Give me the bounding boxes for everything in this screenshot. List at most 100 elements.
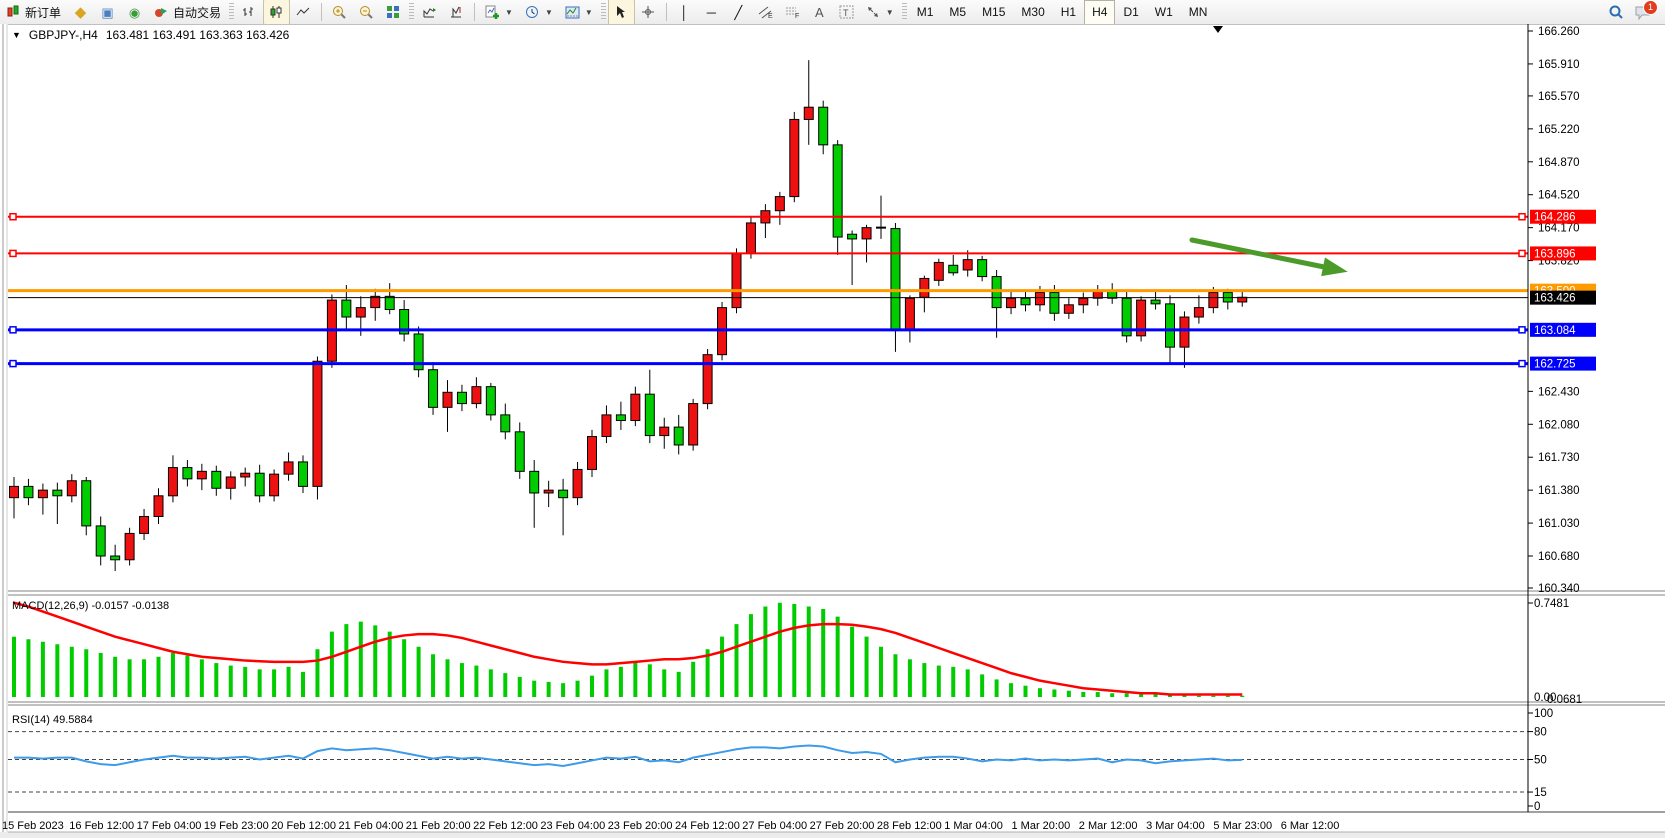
timeframe-m5[interactable]: M5 bbox=[949, 5, 967, 19]
timeframe-h1[interactable]: H1 bbox=[1060, 5, 1077, 19]
timeframe-m30[interactable]: M30 bbox=[1021, 5, 1045, 19]
period-clock-button[interactable]: ▼ bbox=[519, 0, 559, 25]
horizontal-line-tool-button[interactable]: ─ bbox=[698, 0, 725, 25]
signals-radar-icon: ◉ bbox=[128, 4, 141, 20]
equidistant-channel-icon: E bbox=[758, 5, 773, 19]
templates-button[interactable]: ▼ bbox=[559, 0, 599, 25]
auto-trading-label: 自动交易 bbox=[173, 5, 222, 20]
indicators-add-icon bbox=[485, 5, 500, 20]
svg-text:21 Feb 20:00: 21 Feb 20:00 bbox=[406, 820, 471, 832]
indicators-add-button[interactable]: ▼ bbox=[479, 0, 519, 25]
search-button[interactable] bbox=[1608, 4, 1624, 20]
svg-text:0: 0 bbox=[1534, 801, 1540, 813]
timeframe-m15[interactable]: M15 bbox=[982, 5, 1006, 19]
horizontal-line-icon: ─ bbox=[706, 4, 716, 20]
price-chart-svg[interactable]: 166.260 165.910 165.570 165.220 164.870 164.5… bbox=[0, 23, 1665, 838]
chart-window[interactable]: ▼ GBPJPY-,H4 163.481 163.491 163.363 163… bbox=[0, 23, 1665, 838]
tile-windows-button[interactable] bbox=[380, 0, 407, 25]
svg-text:162.725: 162.725 bbox=[1534, 359, 1576, 371]
svg-text:F: F bbox=[795, 13, 799, 19]
svg-text:160.340: 160.340 bbox=[1538, 583, 1580, 595]
svg-text:23 Feb 04:00: 23 Feb 04:00 bbox=[540, 820, 605, 832]
timeframe-mn[interactable]: MN bbox=[1188, 5, 1208, 19]
svg-text:165.220: 165.220 bbox=[1538, 124, 1580, 136]
svg-text:0.7481: 0.7481 bbox=[1534, 598, 1569, 610]
svg-text:23 Feb 20:00: 23 Feb 20:00 bbox=[608, 820, 673, 832]
zoom-in-button[interactable] bbox=[326, 0, 353, 25]
arrows-icon bbox=[866, 5, 881, 19]
new-order-button[interactable]: 新订单 bbox=[0, 0, 67, 25]
svg-text:100: 100 bbox=[1534, 708, 1553, 720]
rsi-panel bbox=[8, 731, 1528, 793]
svg-text:15: 15 bbox=[1534, 787, 1547, 799]
svg-text:16 Feb 12:00: 16 Feb 12:00 bbox=[69, 820, 134, 832]
terminal-window-button[interactable]: ▣ bbox=[94, 0, 121, 25]
terminal-window-icon: ▣ bbox=[101, 4, 114, 20]
timeframe-h4[interactable]: H4 bbox=[1084, 0, 1116, 25]
crosshair-tool-button[interactable] bbox=[635, 0, 662, 25]
period-clock-icon bbox=[525, 5, 540, 20]
text-label-icon: T bbox=[839, 5, 854, 19]
svg-text:5 Mar 23:00: 5 Mar 23:00 bbox=[1213, 820, 1272, 832]
symbol-title: GBPJPY-,H4 bbox=[28, 28, 98, 42]
svg-text:50: 50 bbox=[1534, 755, 1547, 767]
equidistant-channel-button[interactable]: E bbox=[752, 0, 779, 25]
svg-text:28 Feb 12:00: 28 Feb 12:00 bbox=[877, 820, 942, 832]
macd-label: MACD(12,26,9) -0.0157 -0.0138 bbox=[12, 600, 170, 612]
fibonacci-tool-button[interactable]: F bbox=[779, 0, 806, 25]
text-label-tool-button[interactable]: T bbox=[833, 0, 860, 25]
svg-text:27 Feb 20:00: 27 Feb 20:00 bbox=[810, 820, 875, 832]
price-axis: 166.260 165.910 165.570 165.220 164.870 164.5… bbox=[1528, 26, 1596, 813]
cursor-tool-button[interactable] bbox=[607, 0, 635, 25]
svg-text:0.00: 0.00 bbox=[1534, 692, 1556, 704]
search-icon bbox=[1609, 5, 1623, 19]
main-toolbar: 新订单 ◆ ▣ ◉ 自动交易 ▼ ▼ ▼ │ ─ ╱ E F A T ▼ bbox=[0, 0, 1665, 25]
svg-text:17 Feb 04:00: 17 Feb 04:00 bbox=[137, 820, 202, 832]
arrows-dropdown-caret: ▼ bbox=[885, 7, 894, 17]
svg-text:1 Mar 04:00: 1 Mar 04:00 bbox=[944, 820, 1003, 832]
svg-text:E: E bbox=[768, 13, 773, 19]
arrows-tool-button[interactable]: ▼ bbox=[860, 0, 900, 25]
chart-shift-button[interactable] bbox=[416, 0, 443, 25]
auto-trading-icon bbox=[154, 6, 169, 19]
chart-autoscroll-button[interactable] bbox=[443, 0, 470, 25]
timeframe-d1[interactable]: D1 bbox=[1123, 5, 1139, 19]
text-tool-button[interactable]: A bbox=[806, 0, 833, 25]
crosshair-icon bbox=[641, 5, 656, 19]
text-icon: A bbox=[814, 4, 824, 20]
svg-text:24 Feb 12:00: 24 Feb 12:00 bbox=[675, 820, 740, 832]
templates-dropdown-caret: ▼ bbox=[584, 7, 593, 17]
bar-chart-button[interactable] bbox=[236, 0, 263, 25]
trend-arrow bbox=[1189, 237, 1348, 277]
chart-title: ▼ GBPJPY-,H4 163.481 163.491 163.363 163… bbox=[12, 28, 289, 42]
notifications-button[interactable]: 1 bbox=[1634, 0, 1658, 20]
zoom-out-button[interactable] bbox=[353, 0, 380, 25]
symbol-collapse-caret-icon[interactable]: ▼ bbox=[12, 30, 21, 40]
svg-text:2 Mar 12:00: 2 Mar 12:00 bbox=[1079, 820, 1138, 832]
candlestick-chart-icon bbox=[269, 5, 284, 19]
svg-text:163.084: 163.084 bbox=[1534, 325, 1576, 337]
line-chart-button[interactable] bbox=[290, 0, 317, 25]
timeframe-m1[interactable]: M1 bbox=[916, 5, 934, 19]
market-seal-button[interactable]: ◆ bbox=[67, 0, 94, 25]
svg-text:162.080: 162.080 bbox=[1538, 419, 1580, 431]
trendline-tool-button[interactable]: ╱ bbox=[725, 0, 752, 25]
notification-badge: 1 bbox=[1643, 0, 1658, 15]
macd-panel bbox=[12, 601, 1245, 697]
vertical-line-tool-button[interactable]: │ bbox=[671, 0, 698, 25]
auto-trading-button[interactable]: 自动交易 bbox=[148, 0, 227, 25]
svg-text:161.730: 161.730 bbox=[1538, 452, 1580, 464]
svg-text:164.170: 164.170 bbox=[1538, 223, 1580, 235]
indicators-dropdown-caret: ▼ bbox=[505, 7, 513, 17]
svg-text:6 Mar 12:00: 6 Mar 12:00 bbox=[1281, 820, 1340, 832]
signals-radar-button[interactable]: ◉ bbox=[121, 0, 148, 25]
svg-text:0.0681: 0.0681 bbox=[1547, 694, 1582, 706]
candlestick-chart-button[interactable] bbox=[263, 0, 291, 25]
zoom-in-icon bbox=[332, 5, 347, 20]
svg-text:22 Feb 12:00: 22 Feb 12:00 bbox=[473, 820, 538, 832]
svg-text:20 Feb 12:00: 20 Feb 12:00 bbox=[271, 820, 336, 832]
svg-text:161.380: 161.380 bbox=[1538, 485, 1580, 497]
timeframe-w1[interactable]: W1 bbox=[1154, 5, 1173, 19]
svg-text:160.680: 160.680 bbox=[1538, 551, 1580, 563]
